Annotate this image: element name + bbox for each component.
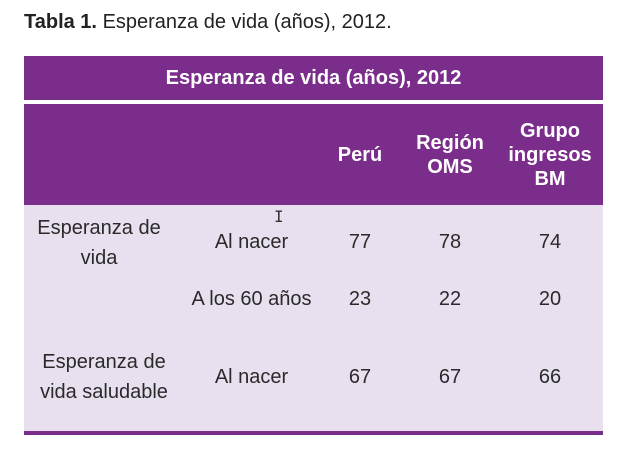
caption-label: Tabla 1.: [24, 11, 97, 33]
cell-grupo-bm: 20: [538, 288, 562, 310]
header-peru: Perú: [337, 143, 383, 166]
cell-region-oms: 22: [438, 288, 462, 310]
table-header-row: Perú Región OMS Grupo ingresos BM: [24, 104, 603, 205]
row-sub-a-los-60: A los 60 años: [191, 288, 312, 310]
table-title: Esperanza de vida (años), 2012: [24, 56, 603, 100]
life-expectancy-table: Esperanza de vida (años), 2012 Perú Regi…: [24, 56, 603, 435]
table-caption: Tabla 1. Esperanza de vida (años), 2012.: [24, 9, 392, 35]
title-divider: [24, 100, 603, 104]
cell-peru: 23: [348, 288, 372, 310]
row-group-esperanza-de-vida-saludable: Esperanza de vida saludable: [40, 351, 168, 403]
row-sub-al-nacer: Al nacer: [214, 231, 289, 253]
table-body: Esperanza de vida Al nacer 77 78 74 A lo…: [24, 205, 603, 431]
header-grupo-ingresos-bm: Grupo ingresos BM: [508, 119, 592, 190]
text-cursor-icon: I: [274, 207, 284, 226]
cell-region-oms: 67: [438, 366, 462, 388]
row-sub-al-nacer: Al nacer: [214, 366, 289, 388]
cell-grupo-bm: 66: [538, 366, 562, 388]
cell-peru: 77: [348, 231, 372, 253]
cell-region-oms: 78: [438, 231, 462, 253]
cell-peru: 67: [348, 366, 372, 388]
row-group-esperanza-de-vida: Esperanza de vida: [37, 217, 161, 269]
caption-text: Esperanza de vida (años), 2012.: [102, 11, 392, 33]
cell-grupo-bm: 74: [538, 231, 562, 253]
header-region-oms: Región OMS: [416, 131, 484, 178]
table-bottom-rule: [24, 431, 603, 435]
